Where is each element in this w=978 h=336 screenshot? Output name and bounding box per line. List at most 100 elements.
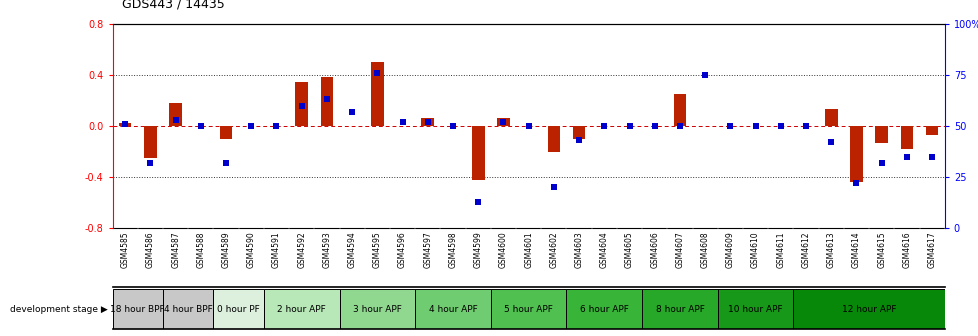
Point bbox=[546, 185, 561, 190]
Text: 4 hour BPF: 4 hour BPF bbox=[163, 305, 212, 313]
Bar bbox=[163, 289, 213, 329]
Text: GSM4598: GSM4598 bbox=[448, 232, 457, 268]
Bar bbox=[169, 103, 182, 126]
Text: GSM4616: GSM4616 bbox=[902, 232, 911, 268]
Point bbox=[696, 72, 712, 77]
Bar bbox=[572, 126, 585, 139]
Point bbox=[747, 123, 763, 129]
Text: 18 hour BPF: 18 hour BPF bbox=[111, 305, 165, 313]
Point bbox=[469, 199, 485, 205]
Bar bbox=[415, 289, 490, 329]
Bar bbox=[112, 289, 163, 329]
Point bbox=[621, 123, 637, 129]
Bar bbox=[471, 126, 484, 180]
Point bbox=[495, 119, 511, 125]
Text: GSM4602: GSM4602 bbox=[549, 232, 557, 268]
Text: GSM4596: GSM4596 bbox=[398, 232, 407, 268]
Text: GSM4603: GSM4603 bbox=[574, 232, 583, 268]
Text: 4 hour APF: 4 hour APF bbox=[428, 305, 477, 313]
Point bbox=[873, 160, 889, 166]
Point bbox=[293, 103, 309, 108]
Text: GSM4588: GSM4588 bbox=[197, 232, 205, 268]
Point bbox=[218, 160, 234, 166]
Text: 10 hour APF: 10 hour APF bbox=[728, 305, 782, 313]
Bar bbox=[925, 126, 938, 135]
Bar bbox=[213, 289, 264, 329]
Point bbox=[848, 181, 864, 186]
Text: GSM4610: GSM4610 bbox=[750, 232, 759, 268]
Point bbox=[167, 117, 183, 123]
Point bbox=[822, 140, 838, 145]
Text: GSM4599: GSM4599 bbox=[473, 232, 482, 268]
Text: 6 hour APF: 6 hour APF bbox=[579, 305, 628, 313]
Point bbox=[369, 70, 384, 75]
Point bbox=[193, 123, 208, 129]
Text: 5 hour APF: 5 hour APF bbox=[504, 305, 553, 313]
Text: GSM4595: GSM4595 bbox=[373, 232, 381, 268]
Point bbox=[571, 138, 587, 143]
Point bbox=[520, 123, 536, 129]
Text: GDS443 / 14435: GDS443 / 14435 bbox=[122, 0, 225, 10]
Text: GSM4592: GSM4592 bbox=[297, 232, 306, 268]
Bar bbox=[673, 94, 686, 126]
Text: GSM4601: GSM4601 bbox=[523, 232, 533, 268]
Point bbox=[420, 119, 435, 125]
Bar bbox=[547, 126, 559, 152]
Bar bbox=[566, 289, 642, 329]
Bar bbox=[371, 62, 383, 126]
Point bbox=[646, 123, 662, 129]
Text: GSM4593: GSM4593 bbox=[322, 232, 332, 268]
Point bbox=[773, 123, 788, 129]
Text: GSM4611: GSM4611 bbox=[776, 232, 784, 268]
Point bbox=[596, 123, 611, 129]
Point bbox=[722, 123, 737, 129]
Bar bbox=[422, 118, 433, 126]
Text: GSM4612: GSM4612 bbox=[801, 232, 810, 268]
Bar bbox=[717, 289, 792, 329]
Point bbox=[319, 97, 334, 102]
Point bbox=[394, 119, 410, 125]
Point bbox=[672, 123, 688, 129]
Text: GSM4586: GSM4586 bbox=[146, 232, 155, 268]
Bar bbox=[118, 123, 131, 126]
Bar bbox=[219, 126, 232, 139]
Text: GSM4590: GSM4590 bbox=[246, 232, 255, 268]
Text: GSM4587: GSM4587 bbox=[171, 232, 180, 268]
Text: GSM4608: GSM4608 bbox=[700, 232, 709, 268]
Point bbox=[117, 121, 133, 127]
Text: development stage ▶: development stage ▶ bbox=[10, 305, 108, 313]
Point bbox=[923, 154, 939, 160]
Text: GSM4597: GSM4597 bbox=[422, 232, 432, 268]
Bar bbox=[874, 126, 887, 143]
Text: GSM4606: GSM4606 bbox=[649, 232, 658, 268]
Text: GSM4600: GSM4600 bbox=[499, 232, 508, 268]
Text: GSM4614: GSM4614 bbox=[851, 232, 860, 268]
Bar bbox=[295, 82, 308, 126]
Point bbox=[898, 154, 913, 160]
Bar bbox=[849, 126, 862, 182]
Text: GSM4613: GSM4613 bbox=[825, 232, 835, 268]
Bar bbox=[264, 289, 339, 329]
Text: 2 hour APF: 2 hour APF bbox=[277, 305, 326, 313]
Text: 12 hour APF: 12 hour APF bbox=[841, 305, 896, 313]
Text: GSM4589: GSM4589 bbox=[221, 232, 231, 268]
Bar bbox=[497, 118, 510, 126]
Point bbox=[143, 160, 158, 166]
Bar bbox=[824, 109, 837, 126]
Point bbox=[268, 123, 284, 129]
Bar bbox=[900, 126, 912, 149]
Text: 0 hour PF: 0 hour PF bbox=[217, 305, 260, 313]
Bar bbox=[144, 126, 156, 158]
Bar bbox=[339, 289, 415, 329]
Text: 3 hour APF: 3 hour APF bbox=[352, 305, 401, 313]
Text: GSM4594: GSM4594 bbox=[347, 232, 356, 268]
Point bbox=[244, 123, 259, 129]
Point bbox=[344, 109, 360, 114]
Text: GSM4609: GSM4609 bbox=[725, 232, 734, 268]
Point bbox=[445, 123, 461, 129]
Bar bbox=[792, 289, 944, 329]
Text: GSM4585: GSM4585 bbox=[120, 232, 129, 268]
Text: GSM4617: GSM4617 bbox=[927, 232, 936, 268]
Text: GSM4605: GSM4605 bbox=[624, 232, 634, 268]
Bar bbox=[642, 289, 717, 329]
